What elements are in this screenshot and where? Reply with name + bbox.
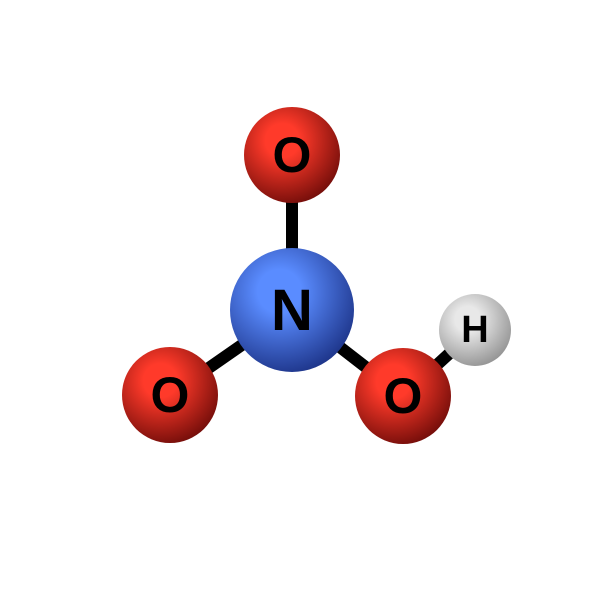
- atom-label-O3: O: [384, 367, 423, 425]
- atom-O3: O: [355, 348, 451, 444]
- atom-label-O2: O: [151, 366, 190, 424]
- molecule-diagram: NOOOH: [0, 0, 600, 600]
- atom-H: H: [439, 294, 511, 366]
- atom-label-N: N: [271, 277, 313, 344]
- atom-label-H: H: [461, 309, 488, 352]
- atom-label-O1: O: [273, 126, 312, 184]
- atom-N: N: [230, 248, 354, 372]
- atom-O1: O: [244, 107, 340, 203]
- atom-O2: O: [122, 347, 218, 443]
